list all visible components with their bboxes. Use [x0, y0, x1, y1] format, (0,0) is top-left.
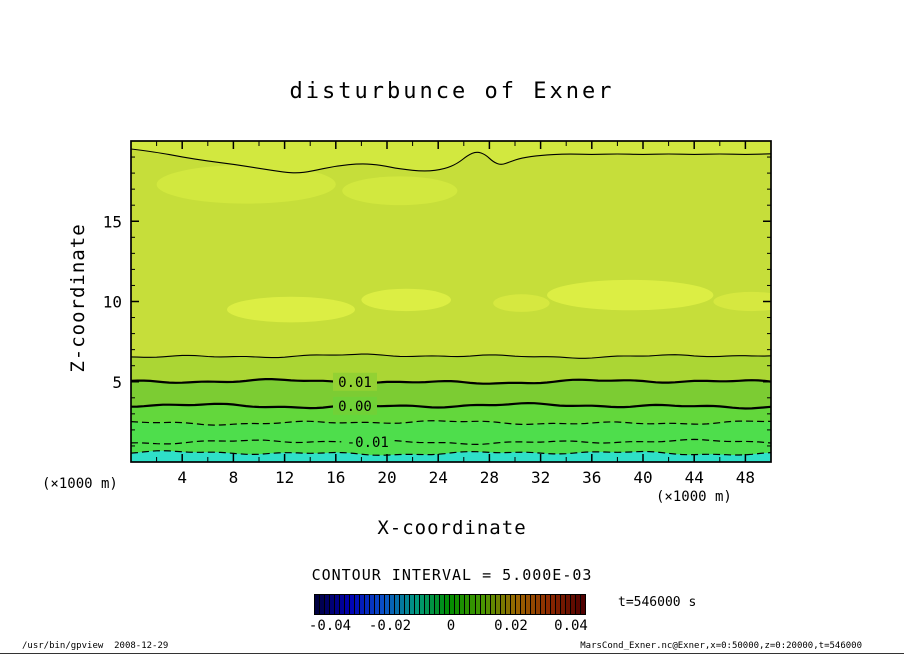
contour-line-0.01	[131, 378, 771, 385]
contour-line--0.01	[131, 438, 771, 446]
x-tick-label: 4	[177, 468, 187, 487]
x-tick-label: 48	[736, 468, 755, 487]
colorbar	[314, 594, 586, 615]
bright-patch	[547, 279, 714, 311]
contour-line--0.015	[131, 450, 771, 456]
x-tick-label: 36	[582, 468, 601, 487]
colorbar-tick-label: 0	[446, 618, 456, 634]
x-tick-label: 24	[429, 468, 448, 487]
colorbar-tick-label: -0.02	[368, 618, 412, 634]
y-tick-label: 5	[112, 373, 122, 392]
x-tick-label: 40	[633, 468, 652, 487]
contour-fill-layer: 0.01 0.00 -0.01	[131, 141, 771, 462]
time-label: t=546000 s	[618, 595, 697, 610]
x-axis-unit: (×1000 m)	[656, 489, 732, 505]
y-axis-label: Z-coordinate	[67, 223, 89, 373]
colorbar-tick-labels: -0.04 -0.02 0 0.02 0.04	[309, 618, 588, 634]
bright-patch	[156, 165, 336, 204]
contour-label: 0.01	[338, 375, 372, 391]
contour-line-0.015	[131, 353, 771, 359]
footer-dataset: MarsCond_Exner.nc@Exner,x=0:50000,z=0:20…	[580, 641, 862, 651]
colorbar-cell	[579, 594, 586, 615]
bright-patch	[361, 288, 452, 312]
plot-title: disturbunce of Exner	[289, 79, 615, 104]
contour-line-0.015	[131, 148, 771, 174]
contour-label-bg	[333, 396, 377, 415]
colorbar-tick-label: 0.02	[494, 618, 528, 634]
x-tick-label: 44	[685, 468, 704, 487]
x-tick-label: 16	[326, 468, 345, 487]
bright-patch	[493, 294, 550, 312]
y-tick-label: 10	[103, 293, 122, 312]
contour-label-bg	[341, 432, 395, 451]
bright-patch	[342, 176, 458, 206]
contour-interval-label: CONTOUR INTERVAL = 5.000E-03	[311, 566, 593, 584]
x-tick-label: 32	[531, 468, 550, 487]
contour-label: 0.00	[338, 399, 372, 415]
bright-patch	[713, 291, 771, 312]
contour-line--0.005	[131, 420, 771, 426]
contour-label: -0.01	[347, 435, 389, 451]
x-tick-label: 8	[229, 468, 239, 487]
bright-patch	[227, 296, 355, 323]
contour-line-0	[131, 401, 771, 410]
x-tick-label: 20	[377, 468, 396, 487]
y-axis-unit: (×1000 m)	[42, 476, 118, 492]
colorbar-tick-label: 0.04	[554, 618, 588, 634]
footer-command: /usr/bin/gpview 2008-12-29	[22, 641, 169, 651]
contour-label-bg	[333, 372, 377, 391]
x-axis-label: X-coordinate	[377, 517, 527, 539]
plot-border	[130, 140, 772, 463]
colorbar-tick-label: -0.04	[308, 618, 352, 634]
x-tick-label: 12	[275, 468, 294, 487]
x-tick-label: 28	[480, 468, 499, 487]
y-tick-label: 15	[103, 212, 122, 231]
